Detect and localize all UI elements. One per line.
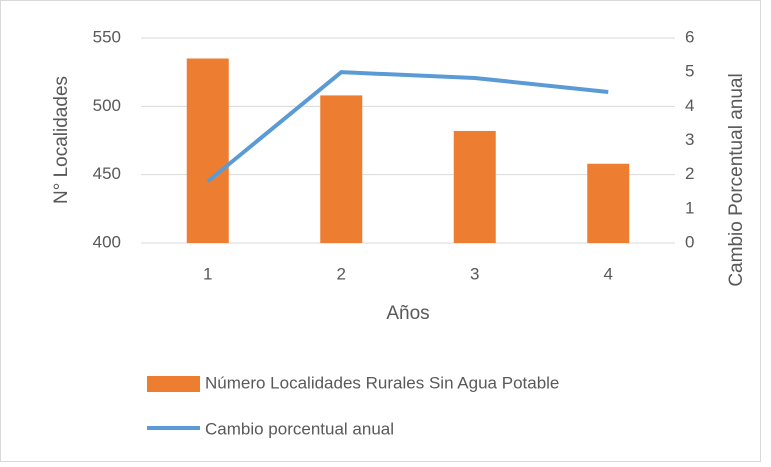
bar	[320, 95, 363, 244]
y2-tick-label: 6	[685, 27, 694, 46]
line	[206, 70, 609, 184]
x-tick-label: 1	[203, 264, 212, 283]
y2-axis-label: Cambio Porcentual anual	[726, 73, 747, 286]
x-tick-label: 2	[337, 264, 346, 283]
y2-tick-label: 3	[685, 130, 694, 149]
y2-tick-label: 5	[685, 62, 694, 81]
y2-tick-label: 2	[685, 164, 694, 183]
bar	[453, 130, 496, 243]
y-axis-label: N° Localidades	[51, 76, 72, 204]
y2-tick-label: 4	[685, 96, 694, 115]
chart-frame	[0, 0, 761, 462]
legend-swatch	[147, 376, 200, 392]
y2-tick-label: 1	[685, 198, 694, 217]
bar	[186, 58, 229, 243]
x-axis-label: Años	[386, 303, 429, 324]
y-tick-label: 400	[93, 232, 121, 251]
y2-tick-label: 0	[685, 232, 694, 251]
x-tick-label: 3	[470, 264, 479, 283]
legend-label: Cambio porcentual anual	[205, 419, 394, 438]
y-tick-label: 550	[93, 27, 121, 46]
legend-label: Número Localidades Rurales Sin Agua Pota…	[205, 373, 559, 392]
x-tick-label: 4	[604, 264, 613, 283]
y-tick-label: 450	[93, 164, 121, 183]
y-tick-label: 500	[93, 96, 121, 115]
bar	[587, 163, 630, 243]
